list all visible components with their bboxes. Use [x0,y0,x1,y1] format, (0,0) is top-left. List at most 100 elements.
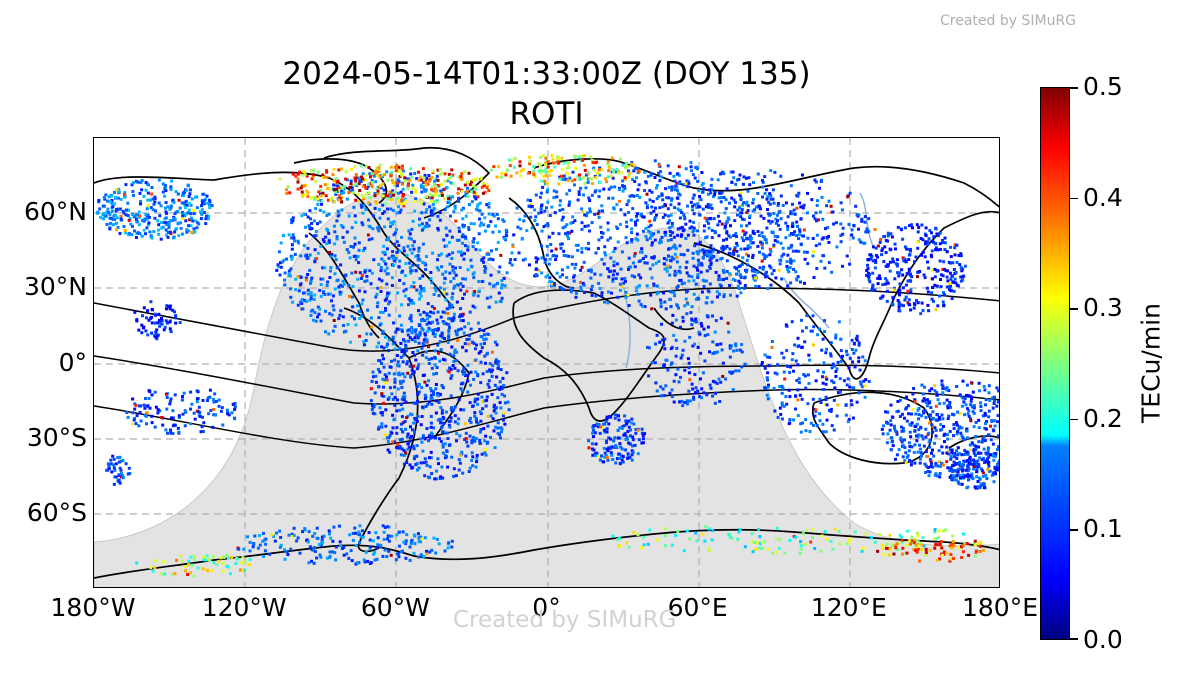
roti-point [678,271,682,275]
roti-point [600,294,604,298]
roti-point [983,388,987,392]
roti-point [483,341,486,345]
roti-point [425,338,429,342]
roti-point [492,429,496,433]
roti-point [401,395,405,399]
roti-point [882,424,886,428]
roti-point [408,463,412,467]
roti-point [655,333,659,337]
roti-point [697,213,701,217]
roti-point [425,427,429,430]
roti-point [294,174,298,178]
roti-point [183,203,187,206]
roti-point [441,386,445,390]
roti-point [928,413,932,417]
roti-point [954,271,958,274]
roti-point [544,156,548,160]
roti-point [672,235,676,239]
roti-point [367,201,371,205]
roti-point [437,268,441,272]
roti-point [466,379,470,383]
roti-point [503,401,507,405]
roti-point [426,403,430,407]
roti-point [593,431,597,435]
roti-point [139,202,142,206]
roti-point [691,251,695,255]
roti-point [692,193,696,197]
roti-point [502,277,506,280]
roti-point [708,265,711,269]
roti-point [378,216,382,220]
roti-point [347,191,351,195]
roti-point [439,475,443,479]
roti-point [459,288,463,292]
terminator-lines [94,287,999,449]
roti-point [624,166,627,170]
roti-point [339,192,343,195]
roti-point [686,204,689,208]
roti-point [787,388,791,392]
roti-point [996,448,999,452]
roti-point [947,452,951,456]
roti-point [896,271,900,275]
roti-point [545,253,549,257]
roti-point [479,342,483,346]
roti-point [629,434,633,438]
roti-point [848,191,852,195]
roti-point [685,289,689,293]
roti-point [602,187,606,191]
roti-point [427,321,431,325]
roti-point [684,222,688,226]
roti-point [423,173,427,177]
roti-point [480,452,484,456]
roti-point [459,387,463,391]
roti-point [312,169,316,173]
roti-point [440,411,444,415]
roti-point [765,188,769,192]
roti-point [784,221,788,225]
roti-point [722,270,726,274]
roti-point [197,410,201,414]
roti-point [618,288,622,292]
roti-point [207,412,211,416]
roti-point [897,292,901,296]
roti-point [589,288,593,292]
roti-point [143,219,147,223]
roti-point [932,235,936,239]
roti-point [924,399,928,403]
roti-point [629,265,633,269]
roti-point [408,298,412,302]
roti-point [627,211,631,214]
roti-point [324,235,328,239]
roti-point [701,190,705,194]
roti-point [931,465,935,469]
roti-point [453,204,457,208]
roti-point [415,454,419,458]
roti-point [490,368,494,372]
roti-point [200,199,204,203]
roti-point [772,211,776,215]
roti-point [461,189,464,193]
roti-point [821,381,825,385]
roti-point [942,401,946,405]
roti-point [680,282,684,286]
roti-point [395,431,399,435]
roti-point [908,224,911,228]
roti-point [605,439,608,443]
roti-point [471,292,475,296]
roti-point [719,316,723,320]
roti-point [291,172,295,176]
roti-point [590,284,594,288]
roti-point [955,243,959,247]
roti-point [620,426,624,430]
roti-point [117,187,121,191]
roti-point [462,257,466,261]
roti-point [396,443,400,447]
roti-point [865,269,869,273]
roti-point [767,364,771,368]
roti-point [391,397,395,401]
roti-point [671,231,675,235]
roti-point [720,171,724,175]
roti-point [185,212,189,216]
roti-point [539,171,543,175]
